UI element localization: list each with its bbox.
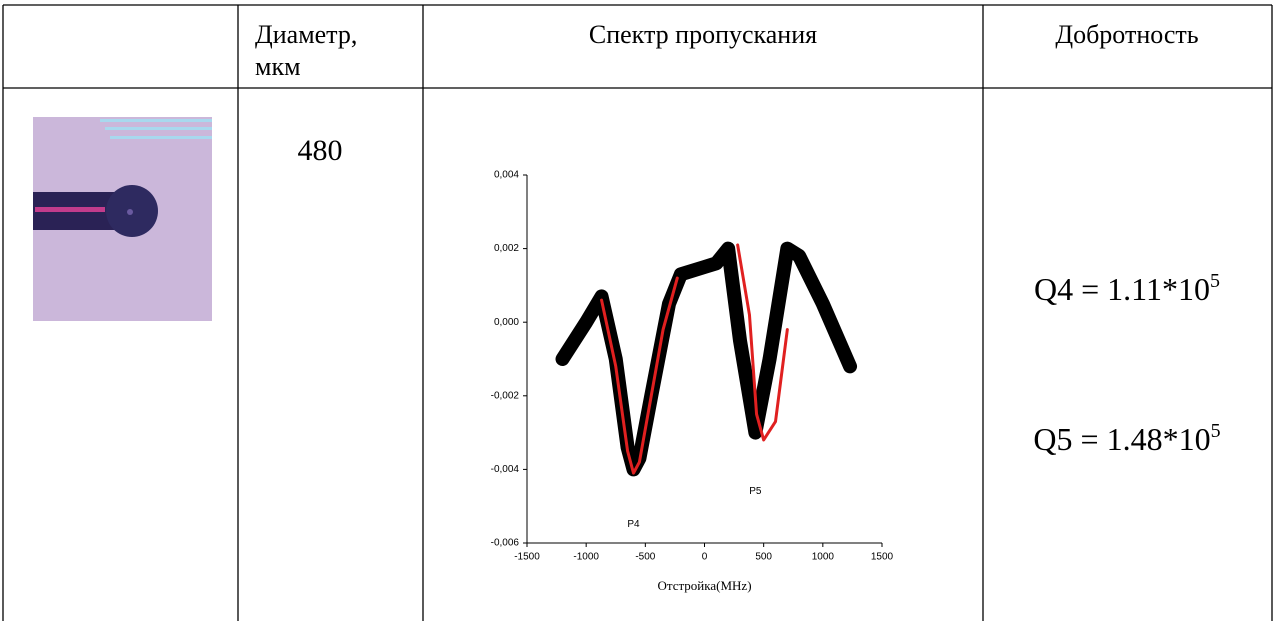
- y-tick-label: 0,000: [494, 317, 519, 328]
- annotation: P5: [749, 486, 762, 497]
- header: Диаметр, мкм Спектр пропускания Добротно…: [255, 20, 1199, 81]
- x-tick-label: 500: [755, 552, 772, 563]
- y-tick-label: 0,002: [494, 243, 519, 254]
- page: Диаметр, мкм Спектр пропускания Добротно…: [0, 0, 1275, 621]
- header-cell: мкм: [255, 52, 301, 81]
- x-tick-label: 1000: [812, 552, 835, 563]
- y-tick-label: -0,002: [491, 390, 520, 401]
- resonator-photo: [33, 117, 212, 321]
- y-tick-label: -0,006: [491, 538, 520, 549]
- x-tick-label: -1500: [514, 552, 540, 563]
- y-tick-label: -0,004: [491, 464, 520, 475]
- quality-base: Q5 = 1.48*10: [1033, 421, 1210, 457]
- quality-base: Q4 = 1.11*10: [1034, 271, 1210, 307]
- quality-exponent: 5: [1210, 270, 1220, 292]
- x-axis-label: Отстройка(MHz): [657, 578, 751, 593]
- header-cell: Спектр пропускания: [589, 20, 817, 49]
- x-tick-label: 1500: [871, 552, 894, 563]
- x-tick-label: -1000: [573, 552, 599, 563]
- header-cell: Диаметр,: [255, 20, 357, 49]
- quality-factor: Q5 = 1.48*105: [1033, 420, 1220, 457]
- x-tick-label: 0: [702, 552, 708, 563]
- signal-line: [563, 249, 851, 470]
- x-tick-label: -500: [635, 552, 655, 563]
- header-cell: Добротность: [1055, 20, 1198, 49]
- quality-factor: Q4 = 1.11*105: [1034, 270, 1220, 307]
- diameter-value: 480: [298, 134, 343, 167]
- quality-exponent: 5: [1211, 420, 1221, 442]
- annotation: P4: [627, 519, 640, 530]
- spectrum-chart: -0,006 -0,004 -0,002 0,000 0,002 0,004 -1500 -1…: [491, 170, 894, 593]
- y-tick-label: 0,004: [494, 170, 519, 181]
